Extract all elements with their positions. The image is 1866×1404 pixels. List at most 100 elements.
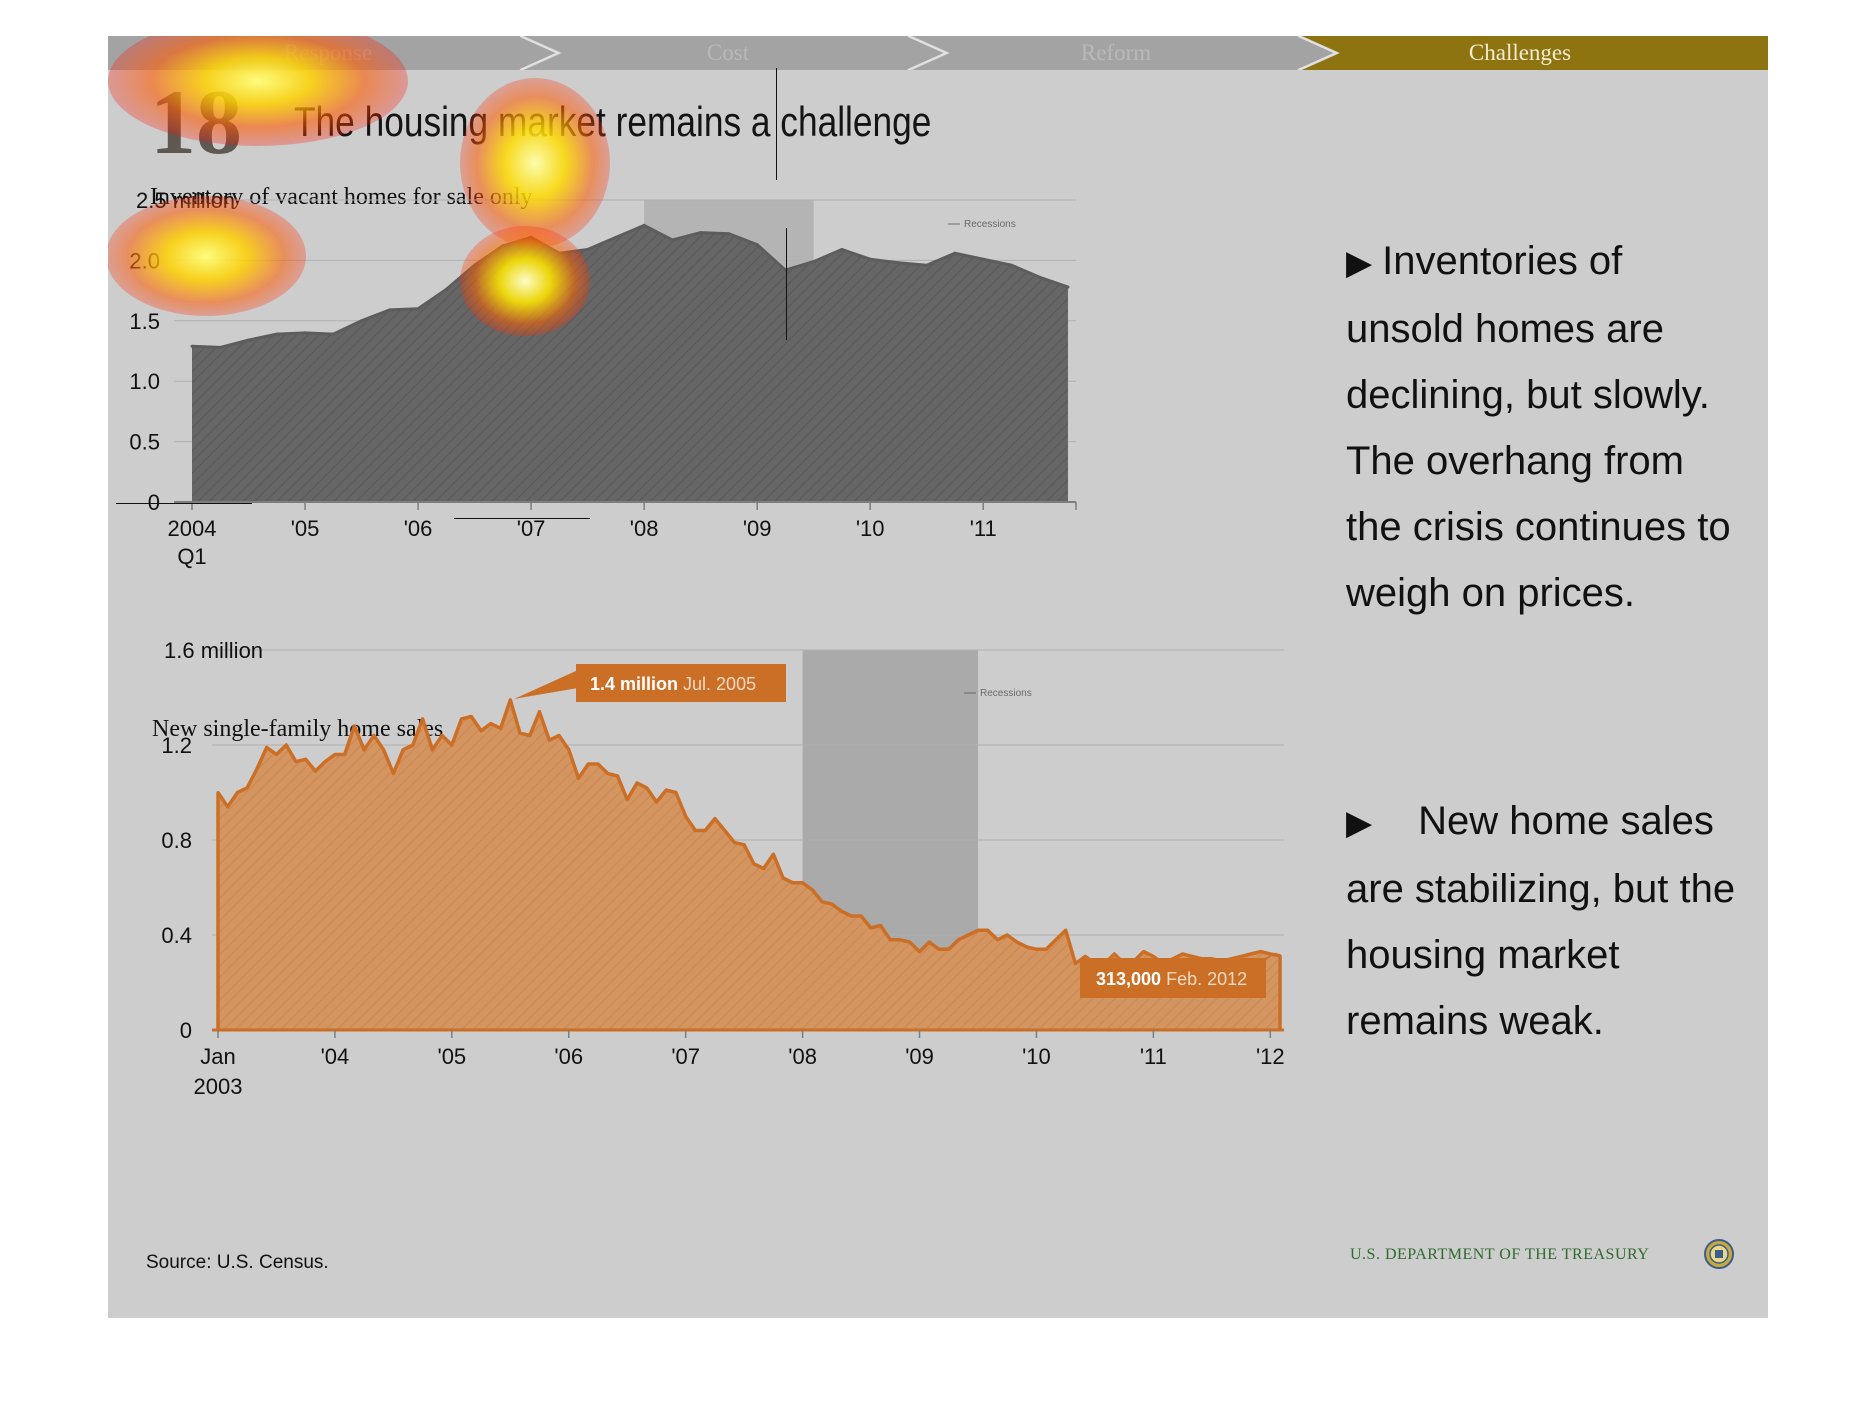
home-sales-data-point [362, 748, 366, 752]
home-sales-area [218, 699, 1280, 1030]
home-sales-data-point [216, 791, 220, 794]
home-sales-data-point [411, 743, 415, 747]
home-sales-data-point [996, 938, 999, 942]
x-tick-label: '04 [321, 1044, 350, 1069]
home-sales-data-point [693, 829, 697, 832]
home-sales-data-point [1249, 952, 1253, 956]
inventory-data-point [388, 308, 392, 312]
home-sales-data-point [986, 928, 990, 932]
home-sales-data-point [245, 786, 249, 790]
home-sales-data-point [810, 888, 814, 892]
inventory-area [192, 225, 1068, 502]
home-sales-data-point [508, 698, 512, 702]
home-sales-data-point [674, 791, 678, 794]
annotation-rule [454, 518, 590, 519]
home-sales-data-point [830, 902, 834, 906]
home-sales-data-point [684, 814, 688, 818]
home-sales-data-point [528, 734, 532, 737]
peak-callout-box [576, 664, 786, 702]
home-sales-data-point [1239, 954, 1243, 958]
y-tick-label: 0 [148, 490, 160, 515]
inventory-data-point [953, 251, 957, 255]
slide: Response Cost Reform Challenges 18 The h… [108, 36, 1768, 1318]
nav-tab-cost[interactable]: Cost [706, 40, 750, 65]
home-sales-data-point [713, 817, 717, 821]
x-tick-sublabel: 2003 [194, 1074, 243, 1099]
home-sales-data-point [1005, 933, 1009, 937]
y-tick-label: 0.8 [161, 828, 192, 853]
home-sales-data-point [469, 715, 473, 718]
home-sales-data-point [333, 753, 337, 756]
home-sales-data-point [440, 734, 444, 737]
home-sales-data-point [664, 788, 668, 792]
y-unit-label: 1.6 million [164, 638, 263, 663]
inventory-data-point [670, 238, 674, 242]
home-sales-data-point [1083, 954, 1087, 958]
nav-arrow-challenges[interactable] [1302, 36, 1768, 70]
home-sales-data-point [421, 717, 425, 721]
latest-callout-box [1080, 958, 1266, 998]
home-sales-data-point [947, 947, 951, 951]
inventory-area-chart: 00.51.01.52.02.5 million2004'05'06'07'08… [129, 188, 1077, 569]
x-tick-label: '11 [970, 516, 997, 541]
play-arrow-icon: ▶ [1346, 244, 1373, 282]
home-sales-data-point [742, 843, 746, 847]
home-sales-data-point [430, 748, 434, 752]
x-tick-label: '05 [291, 516, 320, 541]
home-sales-area-chart: 0 0.4 0.8 1.2 1.6 million Jan '04 '05 '06 '07 '08 '… [161, 638, 1285, 1099]
recession-legend-label: Recessions [964, 219, 1016, 230]
nav-arrow-cost[interactable] [524, 36, 946, 70]
home-sales-data-point [401, 748, 405, 752]
home-sales-data-point [1015, 940, 1019, 944]
home-sales-data-point [479, 729, 483, 733]
home-sales-data-point [781, 876, 785, 880]
home-sales-data-point [937, 947, 941, 951]
home-sales-data-point [265, 745, 269, 749]
latest-callout-value: 313,000 [1096, 969, 1166, 989]
inventory-data-point [642, 223, 646, 227]
inventory-data-point [190, 344, 194, 348]
x-tick-label: 2004 [168, 516, 217, 541]
home-sales-data-point [918, 950, 921, 954]
latest-callout-label: 313,000 Feb. 2012 [1096, 969, 1247, 989]
x-tick-label: '06 [404, 516, 433, 541]
nav-tab-challenges[interactable]: Challenges [1468, 40, 1572, 65]
source-note: Source: U.S. Census. [146, 1252, 329, 1273]
home-sales-data-point [849, 914, 853, 918]
footer-agency: U.S. DEPARTMENT OF THE TREASURY [1350, 1246, 1650, 1263]
home-sales-data-point [547, 738, 551, 742]
inventory-data-point [360, 319, 363, 323]
x-tick-label: '10 [1022, 1044, 1051, 1069]
home-sales-data-point [284, 743, 288, 747]
y-tick-label: 1.2 [161, 733, 192, 758]
home-sales-data-point [1112, 952, 1116, 956]
home-sales-data-point [888, 938, 892, 942]
home-sales-data-point [518, 731, 522, 735]
nav-tab-reform[interactable]: Reform [1080, 40, 1152, 65]
annotation-rule [786, 228, 787, 340]
home-sales-data-point [927, 940, 931, 944]
home-sales-data-point [391, 772, 395, 775]
x-tick-label: '09 [743, 516, 772, 541]
inventory-data-point [444, 287, 448, 291]
home-sales-data-point [625, 798, 629, 802]
home-sales-data-point [460, 717, 464, 721]
nav-arrow-reform[interactable] [912, 36, 1336, 70]
home-sales-data-point [567, 748, 571, 752]
home-sales-data-point [1151, 954, 1155, 958]
x-tick-label: '12 [1256, 1044, 1285, 1069]
home-sales-data-point [762, 867, 766, 870]
inventory-data-point [1066, 285, 1070, 289]
home-sales-data-point [1268, 952, 1272, 956]
home-sales-data-point [1190, 954, 1194, 958]
home-sales-data-point [616, 774, 619, 778]
inventory-data-point [925, 263, 929, 267]
home-sales-data-point [382, 748, 386, 752]
home-sales-data-point [820, 900, 824, 904]
home-sales-data-point [586, 762, 590, 766]
inventory-data-point [981, 257, 985, 261]
inventory-data-point [1038, 275, 1042, 279]
home-sales-data-point [801, 881, 805, 885]
home-sales-data-point [313, 769, 317, 773]
x-tick-label: Jan [200, 1044, 235, 1069]
